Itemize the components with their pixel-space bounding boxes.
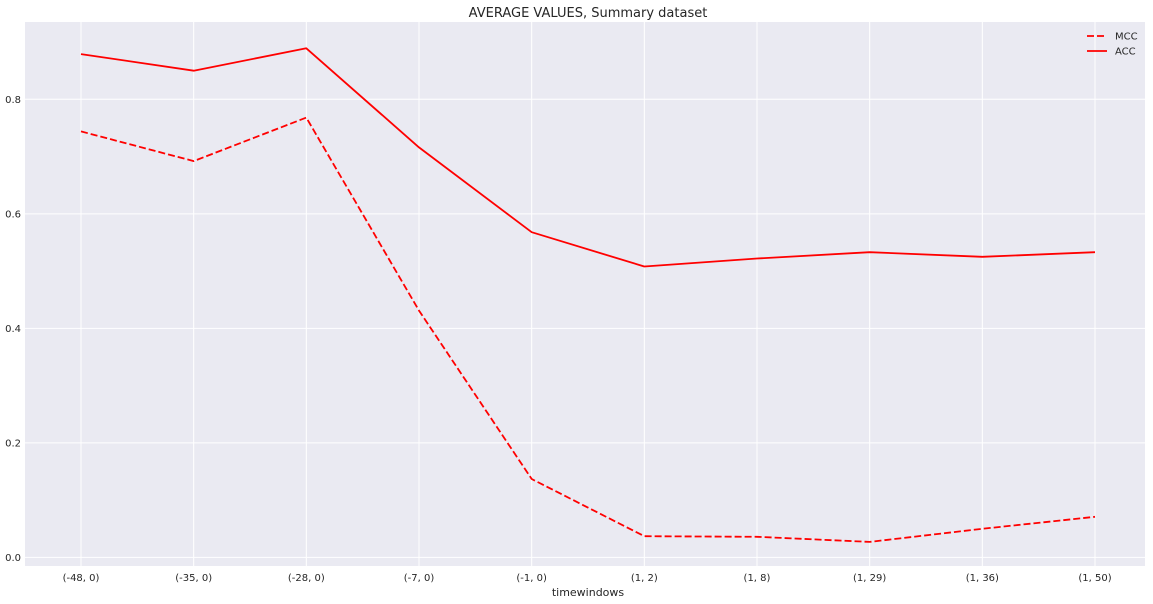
x-axis-label: timewindows bbox=[552, 586, 625, 599]
y-tick-labels: 0.0 0.2 0.4 0.6 0.8 bbox=[5, 95, 21, 564]
x-tick-label: (1, 50) bbox=[1078, 573, 1111, 584]
x-tick-label: (-7, 0) bbox=[404, 573, 435, 584]
y-tick-label: 0.8 bbox=[5, 95, 21, 106]
y-tick-label: 0.6 bbox=[5, 209, 21, 220]
x-tick-label: (-48, 0) bbox=[63, 573, 100, 584]
x-tick-labels: (-48, 0) (-35, 0) (-28, 0) (-7, 0) (-1, 0) (1… bbox=[63, 573, 1112, 584]
series-line-acc bbox=[80, 47, 1096, 268]
x-tick-label: (-1, 0) bbox=[516, 573, 547, 584]
series-lines bbox=[80, 47, 1096, 543]
y-tick-label: 0.0 bbox=[5, 553, 21, 564]
legend-label-acc: ACC bbox=[1115, 47, 1136, 58]
y-tick-label: 0.2 bbox=[5, 438, 21, 449]
x-tick-label: (1, 8) bbox=[744, 573, 771, 584]
x-tick-label: (1, 36) bbox=[966, 573, 999, 584]
x-tick-label: (1, 2) bbox=[631, 573, 658, 584]
legend-label-mcc: MCC bbox=[1115, 32, 1138, 43]
x-tick-label: (-35, 0) bbox=[175, 573, 212, 584]
chart-title: AVERAGE VALUES, Summary dataset bbox=[469, 6, 708, 21]
grid-lines bbox=[25, 22, 1145, 566]
x-tick-label: (-28, 0) bbox=[288, 573, 325, 584]
y-tick-label: 0.4 bbox=[5, 324, 21, 335]
plot-area bbox=[25, 22, 1145, 566]
legend: MCC ACC bbox=[1087, 32, 1138, 58]
series-line-mcc bbox=[80, 116, 1096, 543]
x-tick-label: (1, 29) bbox=[853, 573, 886, 584]
